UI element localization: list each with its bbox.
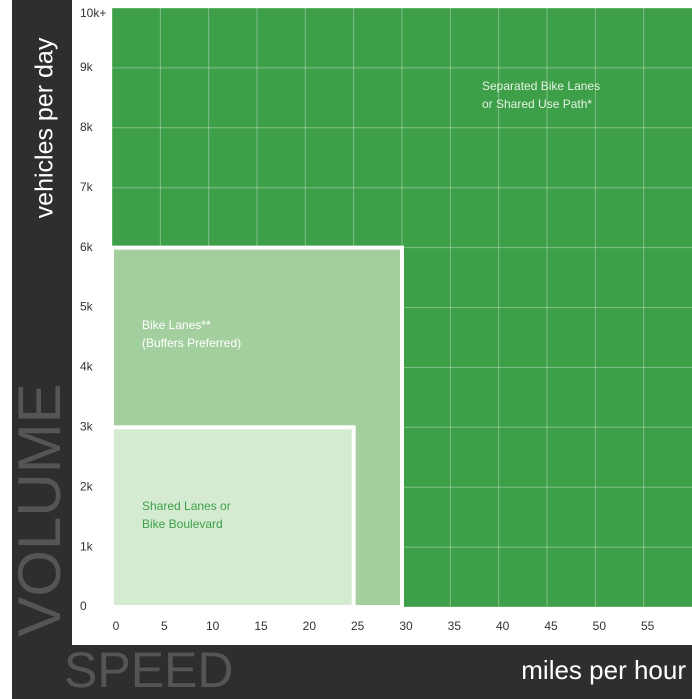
x-tick-label: 25	[351, 619, 365, 633]
y-tick-label: 1k	[80, 539, 94, 553]
y-tick-label: 4k	[80, 360, 94, 374]
y-tick-label: 2k	[80, 479, 94, 493]
y-tick-label: 0	[80, 599, 87, 613]
y-axis-band	[12, 0, 72, 699]
zone-label: Bike Lanes**	[142, 318, 211, 332]
y-tick-label: 6k	[80, 240, 94, 254]
y-tick-label: 8k	[80, 120, 94, 134]
x-tick-label: 20	[303, 619, 317, 633]
y-axis-title: vehicles per day	[31, 37, 59, 218]
y-tick-label: 3k	[80, 419, 94, 433]
x-tick-label: 55	[641, 619, 655, 633]
zone-label: Shared Lanes or	[142, 499, 231, 513]
y-axis-word: VOLUME	[6, 383, 73, 636]
y-tick-label: 5k	[80, 300, 94, 314]
x-axis-title: miles per hour	[521, 655, 686, 685]
x-axis-band	[12, 645, 692, 699]
x-tick-label: 35	[448, 619, 462, 633]
y-tick-label: 7k	[80, 180, 94, 194]
x-tick-label: 40	[496, 619, 510, 633]
y-tick-label: 9k	[80, 60, 94, 74]
x-tick-label: 5	[161, 619, 168, 633]
x-axis-word: SPEED	[64, 642, 234, 698]
zone-label: or Shared Use Path*	[482, 97, 592, 111]
zone-label: Bike Boulevard	[142, 517, 223, 531]
zone-label: (Buffers Preferred)	[142, 336, 241, 350]
x-tick-label: 30	[399, 619, 413, 633]
x-tick-label: 10	[206, 619, 220, 633]
x-tick-label: 45	[544, 619, 558, 633]
x-tick-label: 50	[593, 619, 607, 633]
x-tick-label: 0	[113, 619, 120, 633]
zone-label: Separated Bike Lanes	[482, 79, 600, 93]
zone	[110, 425, 356, 609]
x-tick-label: 15	[254, 619, 268, 633]
y-tick-label: 10k+	[80, 6, 106, 20]
